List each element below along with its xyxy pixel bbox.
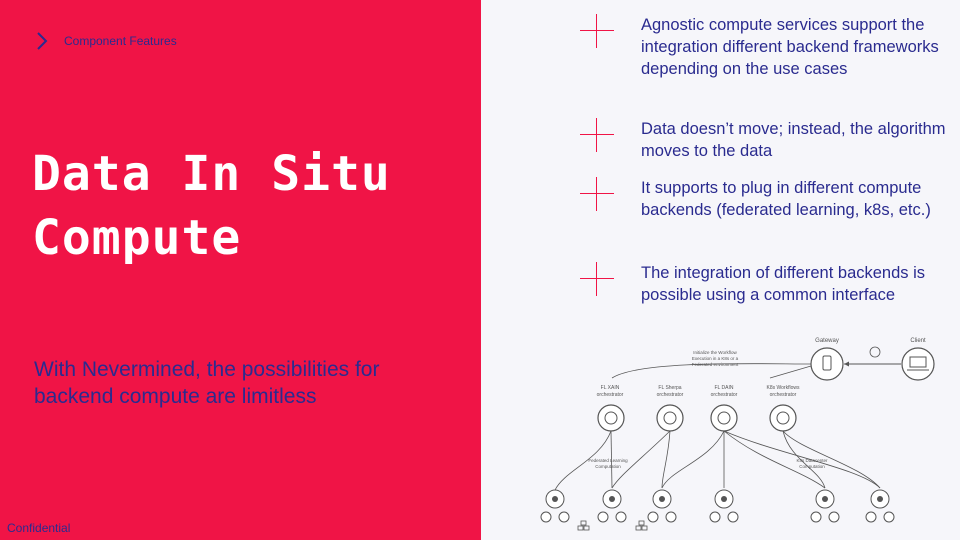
orchestrator-node: FL XAIN orchestrator	[597, 385, 625, 432]
worker-node	[647, 489, 677, 523]
k8s-computation-label: Computation	[799, 464, 825, 469]
breadcrumb: Component Features	[36, 31, 177, 51]
fl-computation-label: Federated Learning	[588, 458, 628, 463]
worker-node	[810, 489, 840, 523]
feature-text: The integration of different backends is…	[641, 264, 926, 304]
k8s-computation-label: K8s Datacenter	[796, 458, 828, 463]
confidential-label: Confidential	[7, 521, 71, 535]
orchestrator-role: orchestrator	[770, 392, 797, 398]
orchestrator-name: FL DAIN	[715, 385, 734, 391]
orchestrator-role: orchestrator	[711, 392, 738, 398]
fl-computation-label: Computation	[595, 464, 621, 469]
orchestrator-name: FL XAIN	[601, 385, 620, 391]
chevron-right-icon	[37, 32, 48, 50]
title-panel: Component Features Data In Situ Compute …	[0, 0, 481, 540]
worker-node	[709, 489, 739, 523]
workflow-note-line: Execution in a K8s or a	[692, 356, 739, 361]
title-line-2: Compute	[32, 210, 242, 266]
feature-item: Data doesn’t move; instead, the algorith…	[580, 118, 956, 162]
gateway-label: Gateway	[815, 338, 839, 344]
plus-icon	[580, 177, 614, 211]
orchestrator-node: K8s Workflows orchestrator	[767, 385, 800, 432]
workflow-note-line: Initialize the Workflow	[693, 350, 737, 355]
client-node	[901, 347, 935, 381]
workflow-link	[611, 363, 812, 379]
feature-item: Agnostic compute services support the in…	[580, 14, 956, 80]
title-line-1: Data In Situ	[32, 146, 391, 202]
workflow-note-line: Federated environment	[692, 362, 739, 367]
orchestrator-name: FL Sherpa	[658, 385, 681, 391]
connection-lines	[554, 430, 881, 491]
worker-node	[865, 489, 895, 523]
page-title: Data In Situ Compute	[32, 142, 391, 270]
breadcrumb-label: Component Features	[64, 34, 177, 48]
feature-item: It supports to plug in different compute…	[580, 177, 956, 221]
gateway-icon	[822, 355, 832, 371]
feature-item: The integration of different backends is…	[580, 262, 956, 306]
orchestrator-node: FL DAIN orchestrator	[710, 385, 738, 432]
feature-text: Agnostic compute services support the in…	[641, 16, 939, 78]
lock-icon	[869, 346, 881, 358]
plus-icon	[580, 14, 614, 48]
orchestrator-role: orchestrator	[597, 392, 624, 398]
feature-text: It supports to plug in different compute…	[641, 179, 931, 219]
gateway-node	[810, 347, 844, 381]
data-block-icon	[577, 520, 648, 531]
laptop-icon	[907, 356, 929, 371]
orchestrator-name: K8s Workflows	[767, 385, 800, 391]
plus-icon	[580, 262, 614, 296]
worker-node	[597, 489, 627, 523]
feature-text: Data doesn’t move; instead, the algorith…	[641, 120, 946, 160]
plus-icon	[580, 118, 614, 152]
worker-node	[540, 489, 570, 523]
subtitle: With Nevermined, the possibilities for b…	[34, 358, 380, 408]
orchestrator-node: FL Sherpa orchestrator	[656, 385, 684, 432]
orchestrator-role: orchestrator	[657, 392, 684, 398]
architecture-diagram: Gateway Client Initialize the Workflow E…	[540, 338, 935, 531]
client-label: Client	[910, 338, 926, 344]
